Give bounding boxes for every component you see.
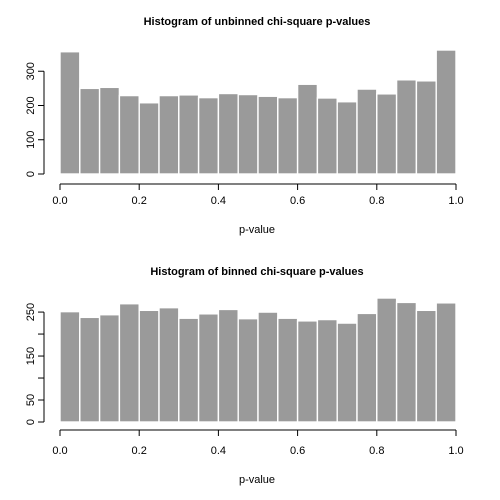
x-tick-label: 1.0: [448, 445, 463, 457]
y-tick-label: 300: [25, 62, 37, 80]
histogram-bar: [197, 96, 220, 175]
histogram-bar: [376, 93, 398, 175]
histogram-bar: [118, 303, 140, 423]
histogram-bar: [178, 317, 200, 423]
histogram-bar: [277, 96, 299, 175]
histogram-binned: Histogram of binned chi-square p-values …: [25, 266, 464, 486]
x-tick-label: 0.6: [290, 445, 305, 457]
histogram-bar: [98, 86, 121, 175]
histogram-bar: [415, 309, 437, 423]
histogram-bar: [316, 97, 338, 175]
histogram-bar: [277, 317, 299, 423]
x-tick-label: 1.0: [448, 195, 463, 207]
histogram-bar: [217, 92, 239, 175]
histogram-bar: [158, 306, 180, 423]
x-tick-label: 0.4: [211, 445, 226, 457]
y-tick-label: 50: [25, 394, 37, 406]
histogram-bar: [435, 49, 457, 175]
histogram-bar: [336, 101, 358, 175]
histogram-bar: [138, 309, 160, 423]
histogram-unbinned: Histogram of unbinned chi-square p-value…: [25, 16, 464, 236]
x-axis: 0.0 0.2 0.4 0.6 0.8 1.0: [52, 429, 464, 457]
histogram-bar: [217, 308, 239, 423]
histogram-bar: [138, 102, 160, 175]
histogram-bar: [296, 83, 319, 175]
histogram-bar: [395, 301, 418, 423]
histogram-bar: [356, 312, 378, 423]
y-axis: 0 50 150 250: [25, 303, 45, 425]
histogram-bar: [59, 51, 81, 175]
x-tick-label: 0.2: [132, 195, 147, 207]
histogram-bar: [79, 316, 101, 423]
chart-title: Histogram of unbinned chi-square p-value…: [144, 16, 371, 28]
histogram-bar: [395, 79, 418, 175]
histogram-bar: [336, 322, 358, 423]
histogram-bar: [257, 95, 279, 175]
x-tick-label: 0.0: [52, 445, 67, 457]
histogram-bar: [197, 313, 220, 423]
histogram-bar: [376, 297, 398, 423]
histogram-bar: [158, 94, 180, 175]
x-tick-label: 0.2: [132, 445, 147, 457]
bars: [59, 49, 457, 175]
histogram-bar: [79, 87, 101, 175]
y-tick-label: 100: [25, 131, 37, 149]
x-tick-label: 0.4: [211, 195, 226, 207]
histogram-bar: [59, 310, 81, 423]
x-tick-label: 0.8: [369, 445, 384, 457]
histogram-bar: [415, 80, 437, 175]
y-tick-label: 250: [25, 303, 37, 321]
x-axis: 0.0 0.2 0.4 0.6 0.8 1.0: [52, 183, 464, 207]
x-axis-title: p-value: [239, 224, 275, 236]
x-axis-title: p-value: [239, 474, 275, 486]
histogram-bar: [98, 314, 121, 423]
y-tick-label: 150: [25, 347, 37, 365]
histogram-bar: [356, 88, 378, 175]
x-tick-label: 0.8: [369, 195, 384, 207]
y-tick-label: 0: [25, 419, 37, 425]
histogram-bar: [435, 302, 457, 423]
histogram-bar: [118, 94, 140, 175]
bars: [59, 297, 457, 423]
histogram-bar: [296, 320, 319, 423]
histogram-bar: [257, 311, 279, 423]
y-tick-label: 200: [25, 96, 37, 114]
chart-title: Histogram of binned chi-square p-values: [150, 266, 363, 278]
y-axis: 0 100 200 300: [25, 62, 45, 177]
y-tick-label: 0: [25, 171, 37, 177]
histogram-bar: [178, 94, 200, 175]
x-tick-label: 0.6: [290, 195, 305, 207]
x-tick-label: 0.0: [52, 195, 67, 207]
histogram-bar: [316, 318, 338, 423]
histogram-bar: [237, 317, 259, 423]
histogram-bar: [237, 93, 259, 175]
